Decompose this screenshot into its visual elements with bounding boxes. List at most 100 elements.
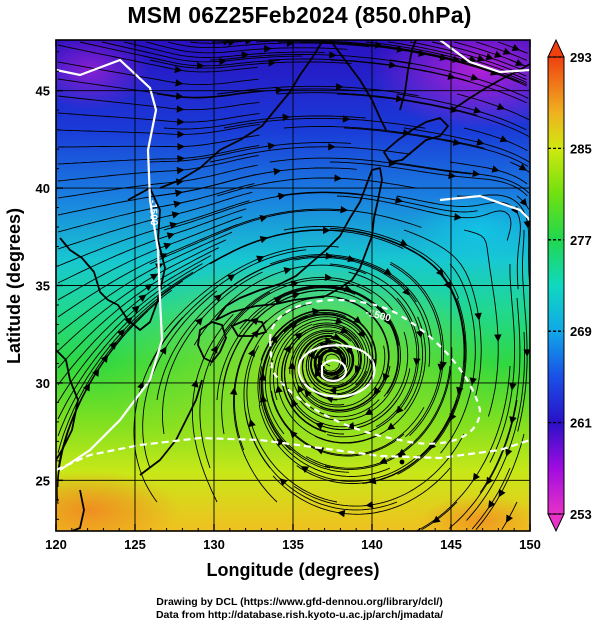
streamline: [58, 134, 260, 148]
streamline: [123, 41, 325, 58]
streamline: [57, 255, 212, 386]
map-title: MSM 06Z25Feb2024 (850.0hPa): [127, 2, 472, 28]
streamline-arrow: [283, 344, 291, 354]
streamline-arrow: [289, 430, 298, 439]
streamline: [57, 289, 173, 454]
streamline-arrow: [245, 40, 253, 45]
streamline: [343, 229, 465, 363]
streamline: [156, 259, 289, 401]
colorbar-tick-label: 277: [570, 233, 592, 248]
streamline: [57, 216, 243, 301]
streamline-arrow: [197, 61, 205, 70]
streamline: [57, 61, 259, 86]
streamline: [262, 315, 331, 469]
streamline: [276, 92, 478, 116]
streamline: [57, 164, 258, 199]
streamline-arrow: [499, 135, 508, 143]
contour-north: [439, 40, 530, 74]
streamline: [156, 167, 357, 197]
streamline-arrow: [278, 192, 287, 200]
streamline-arrow: [275, 86, 284, 94]
streamline: [167, 41, 370, 49]
colorbar-tick-label: 261: [570, 416, 592, 431]
y-tick-label: 45: [36, 84, 50, 99]
streamline-arrow: [342, 115, 351, 123]
streamline: [403, 127, 530, 163]
streamline-arrow: [498, 489, 506, 498]
streamline-arrow: [174, 65, 183, 74]
streamline-arrow: [511, 44, 521, 52]
streamline-arrow: [195, 317, 203, 326]
streamline-arrow: [491, 165, 500, 173]
streamline-arrow: [472, 169, 481, 178]
streamline-arrow: [335, 317, 344, 325]
streamline-arrow: [399, 239, 408, 246]
streamline: [269, 254, 432, 337]
streamline-arrow: [415, 330, 424, 339]
streamline: [57, 183, 255, 233]
colorbar-tick-label: 293: [570, 50, 592, 65]
streamline: [475, 433, 525, 530]
streamline: [149, 59, 352, 69]
streamline: [145, 41, 348, 54]
streamline-arrow: [488, 500, 496, 509]
streamline: [389, 161, 530, 194]
streamline: [223, 208, 422, 231]
streamline-arrow: [486, 476, 494, 486]
contour-label: -1500: [147, 200, 159, 226]
streamline-arrow: [149, 273, 159, 281]
streamline-arrow: [264, 45, 272, 53]
streamline-arrow: [476, 54, 486, 62]
streamline-arrow: [169, 221, 178, 230]
contour-south: [56, 436, 530, 472]
streamline: [294, 332, 391, 413]
y-tick-label: 25: [36, 473, 50, 488]
streamline: [156, 88, 359, 99]
streamline-arrow: [229, 387, 238, 395]
streamline: [479, 297, 521, 493]
x-tick-label: 145: [440, 537, 462, 552]
streamline-arrow: [159, 346, 167, 355]
streamline: [269, 316, 371, 396]
contour-ring-outer: [268, 298, 482, 445]
streamline-arrow: [173, 200, 182, 208]
streamline-arrow: [177, 118, 185, 126]
streamline-arrow: [470, 73, 479, 81]
streamline-arrow: [248, 418, 256, 428]
streamline-arrow: [176, 105, 185, 113]
streamline-arrow: [395, 196, 404, 204]
streamline-arrow: [323, 226, 331, 235]
streamline-arrow: [325, 337, 333, 345]
streamline: [293, 433, 465, 507]
streamline-arrow: [138, 294, 147, 302]
streamline: [246, 345, 338, 503]
streamline: [163, 245, 339, 333]
streamline: [261, 326, 350, 473]
streamline: [501, 501, 518, 530]
streamline-arrow: [259, 236, 268, 244]
streamline-arrow: [485, 53, 494, 61]
streamline-arrow: [82, 383, 90, 392]
streamline-arrow: [395, 94, 404, 103]
streamline: [264, 314, 366, 435]
coast-honshu: [215, 167, 383, 321]
colorbar-top-arrow: [547, 38, 565, 58]
contour-ring-mid: [297, 344, 376, 398]
streamline: [259, 366, 391, 477]
streamline-arrow: [273, 167, 282, 176]
streamline-arrow: [267, 142, 276, 150]
coast-china: [56, 349, 79, 461]
streamline: [291, 330, 380, 418]
streamline-arrow: [505, 448, 513, 457]
streamline: [319, 350, 343, 374]
x-tick-label: 130: [203, 537, 225, 552]
streamline: [421, 501, 458, 530]
streamline-arrow: [259, 214, 268, 223]
streamline-arrow: [275, 385, 283, 393]
streamline-arrow: [258, 373, 267, 381]
colorbar-tick-label: 269: [570, 324, 592, 339]
streamline-arrow: [324, 273, 333, 281]
x-axis-label: Longitude (degrees): [206, 560, 379, 580]
y-tick-label: 35: [36, 279, 50, 294]
streamline-arrow: [273, 297, 282, 305]
